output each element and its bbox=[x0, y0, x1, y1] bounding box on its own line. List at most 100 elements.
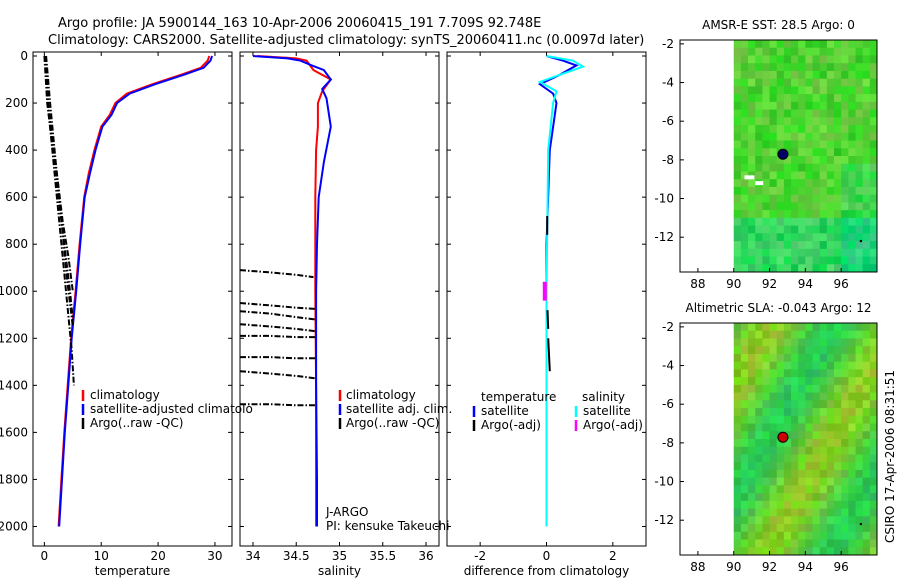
sla_map-field-cell bbox=[798, 323, 806, 332]
sla_map-field-cell bbox=[855, 531, 864, 541]
sst_map-field-cell bbox=[776, 217, 785, 227]
sst_map-field-cell bbox=[855, 140, 864, 149]
sla_map-field-cell bbox=[740, 392, 749, 401]
sla_map-field-cell bbox=[841, 531, 849, 541]
sst_map-field-cell bbox=[855, 94, 864, 103]
sla_map-field-cell bbox=[776, 346, 785, 355]
sst_map-field-cell bbox=[798, 101, 806, 111]
sst_map-field-cell bbox=[841, 163, 849, 172]
sst_map-field-cell bbox=[869, 132, 878, 142]
sla_map-field-cell bbox=[798, 377, 806, 386]
sst_map-field-cell bbox=[819, 70, 828, 80]
salinity-series-2-line bbox=[239, 310, 316, 321]
sla_map-field-cell bbox=[783, 353, 792, 363]
sst_map-field-cell bbox=[826, 163, 835, 172]
sst_map-field-cell bbox=[776, 101, 785, 111]
salinity-annotation-line1: J-ARGO bbox=[325, 505, 368, 519]
sla_map-field-cell bbox=[841, 377, 849, 386]
sst_map-field-cell bbox=[769, 241, 778, 250]
sla_map-field-cell bbox=[848, 400, 857, 409]
sst_map-field-cell bbox=[869, 148, 878, 157]
sla_map-field-cell bbox=[776, 361, 785, 370]
sla_map-field-cell bbox=[733, 392, 742, 401]
sla_map-field-cell bbox=[805, 462, 814, 471]
sla_map-field-cell bbox=[791, 524, 799, 533]
sla_map-field-cell bbox=[834, 547, 842, 556]
sst-map-land-patch bbox=[755, 181, 764, 186]
sst_map-field-cell bbox=[769, 125, 778, 134]
sla_map-field-cell bbox=[834, 454, 842, 463]
sst_map-field-cell bbox=[769, 225, 778, 234]
sst_map-field-cell bbox=[834, 217, 842, 227]
sst_map-ytick-label: -8 bbox=[662, 153, 674, 167]
sst_map-field-cell bbox=[755, 163, 763, 172]
sla_map-field-cell bbox=[791, 454, 799, 463]
sst_map-field-cell bbox=[762, 233, 771, 242]
sst_map-field-cell bbox=[841, 171, 849, 180]
sla_map-field-cell bbox=[769, 477, 778, 486]
sla_map-field-cell bbox=[762, 531, 771, 541]
sst_map-field-cell bbox=[755, 40, 763, 49]
sla_map-field-cell bbox=[841, 353, 849, 363]
sst_map-field-cell bbox=[841, 225, 849, 234]
sla_map-field-cell bbox=[834, 539, 842, 548]
sst_map-field-cell bbox=[791, 194, 799, 203]
sla_map-field-cell bbox=[740, 400, 749, 409]
temperature-ytick-label: 1000 bbox=[0, 284, 28, 298]
sst_map-field-cell bbox=[862, 217, 871, 227]
sla_map-field-cell bbox=[776, 439, 785, 448]
sla_map-field-cell bbox=[805, 516, 814, 525]
sla_map-field-cell bbox=[834, 384, 842, 394]
sst_map-field-cell bbox=[834, 78, 842, 87]
sla_map-field-cell bbox=[776, 469, 785, 479]
sst_map-field-cell bbox=[798, 202, 806, 211]
sla_map-field-cell bbox=[783, 493, 792, 502]
sla_map-field-cell bbox=[776, 415, 785, 425]
sst_map-field-cell bbox=[841, 233, 849, 242]
sst_map-field-cell bbox=[755, 70, 763, 80]
sla_map-field-cell bbox=[805, 547, 814, 556]
sla_map-field-cell bbox=[755, 323, 763, 332]
sla_map-field-cell bbox=[855, 454, 864, 463]
sst_map-field-cell bbox=[862, 248, 871, 258]
sla_map-field-cell bbox=[791, 446, 799, 455]
sla_map-field-cell bbox=[776, 338, 785, 347]
sla_map-field-cell bbox=[762, 469, 771, 479]
sst_map-field-cell bbox=[762, 94, 771, 103]
sla_map-field-cell bbox=[748, 485, 756, 494]
sst_map-field-cell bbox=[798, 233, 806, 242]
sla_map-field-cell bbox=[862, 346, 871, 355]
sla_map-field-cell bbox=[755, 485, 763, 494]
sla_map-field-cell bbox=[783, 485, 792, 494]
sst_map-field-cell bbox=[791, 171, 799, 180]
sst_map-field-cell bbox=[834, 194, 842, 203]
sla_map-field-cell bbox=[826, 400, 835, 409]
sst_map-field-cell bbox=[755, 109, 763, 118]
sla_map-field-cell bbox=[841, 384, 849, 394]
sla_map-field-cell bbox=[862, 462, 871, 471]
sla_map-field-cell bbox=[740, 477, 749, 486]
sla_map-field-cell bbox=[812, 361, 821, 370]
sla_map-field-cell bbox=[805, 469, 814, 479]
sst_map-field-cell bbox=[798, 256, 806, 265]
sst_map-field-cell bbox=[805, 86, 814, 95]
sst_map-field-cell bbox=[740, 109, 749, 118]
sst_map-field-cell bbox=[762, 179, 771, 188]
sst_map-field-cell bbox=[855, 225, 864, 234]
sst_map-field-cell bbox=[776, 78, 785, 87]
sla_map-field-cell bbox=[769, 431, 778, 440]
salinity-series-1-line bbox=[252, 55, 333, 527]
sla_map-field-cell bbox=[733, 485, 742, 494]
sst_map-field-cell bbox=[869, 55, 878, 64]
sst_map-field-cell bbox=[776, 70, 785, 80]
sla_map-field-cell bbox=[762, 493, 771, 502]
sst_map-field-cell bbox=[791, 86, 799, 95]
sla_map-field-cell bbox=[748, 408, 756, 417]
sla_map-field-cell bbox=[812, 369, 821, 378]
sla_map-field-cell bbox=[755, 462, 763, 471]
sst_map-field-cell bbox=[862, 148, 871, 157]
sst_map-field-cell bbox=[740, 132, 749, 142]
sla_map-field-cell bbox=[776, 493, 785, 502]
sla_map-field-cell bbox=[740, 500, 749, 510]
sst_map-field-cell bbox=[733, 78, 742, 87]
